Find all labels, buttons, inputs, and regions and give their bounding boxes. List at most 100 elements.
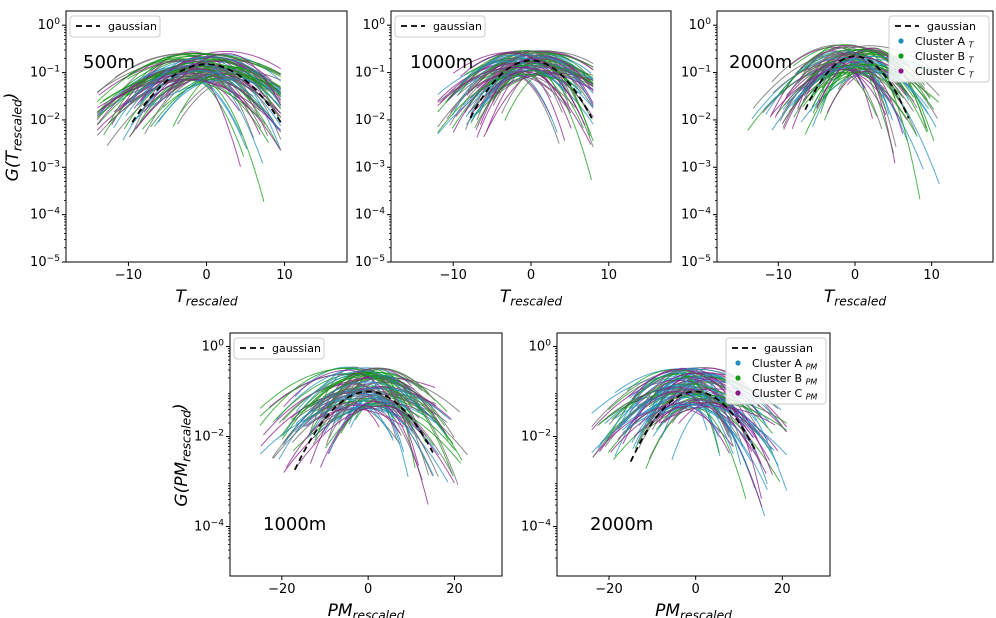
series-line <box>783 67 887 130</box>
series-line <box>453 51 551 74</box>
series-line <box>605 373 720 443</box>
series-line <box>488 63 589 87</box>
series-line <box>312 394 432 445</box>
plot-area-pm2000 <box>591 367 788 517</box>
plot-frame <box>65 10 348 263</box>
x-axis-label: Trescaled <box>175 287 237 309</box>
chart-t2000: −10 0 10 100 10−1 10−2 10−3 10−4 10−5 2000m Tresca… <box>681 10 994 309</box>
series-line <box>504 69 591 137</box>
x-tick-label: 10 <box>923 268 940 283</box>
series-line <box>451 60 567 116</box>
series-line <box>302 381 427 427</box>
legend-label: Cluster B T <box>915 50 975 64</box>
legend-label: Cluster C T <box>915 65 975 79</box>
series-line <box>634 372 742 403</box>
legend: gaussian <box>233 337 325 360</box>
depth-annotation: 1000m <box>410 52 473 73</box>
series-line <box>296 405 427 467</box>
y-tick-label: 100 <box>38 17 61 33</box>
depth-annotation: 500m <box>83 52 135 73</box>
legend-dot <box>898 68 904 74</box>
series-line <box>259 367 414 429</box>
legend: gaussian <box>69 15 161 38</box>
series-line <box>319 400 429 505</box>
series-line <box>314 381 455 438</box>
series-line <box>479 58 553 125</box>
series-line <box>592 406 733 458</box>
series-line <box>307 392 401 438</box>
series-line <box>280 374 413 437</box>
depth-annotation: 1000m <box>263 514 326 535</box>
plot-area-t500 <box>96 51 282 202</box>
series-line <box>323 394 401 434</box>
y-tick-label: 10−5 <box>30 254 60 270</box>
y-axis-label: G(PMrescaled) <box>171 403 194 506</box>
series-line <box>474 70 592 181</box>
legend-box <box>69 15 161 38</box>
y-tick-label: 10−2 <box>194 428 224 444</box>
x-tick-label: −20 <box>268 582 295 597</box>
y-tick-label: 10−2 <box>355 112 385 128</box>
x-tick-label: −10 <box>765 268 792 283</box>
series-line <box>671 398 734 447</box>
y-axis-label: G(Trescaled) <box>2 93 25 182</box>
plot-area-t1000 <box>437 50 594 181</box>
y-tick-label: 100 <box>529 338 552 354</box>
legend-box <box>394 15 486 38</box>
series-line <box>643 369 715 409</box>
series-line <box>283 369 402 416</box>
series-line <box>772 62 903 122</box>
series-line <box>660 405 776 426</box>
legend-dot <box>735 390 741 396</box>
gaussian-curve <box>804 55 910 119</box>
series-line <box>597 384 750 473</box>
chart-t500: −10 0 10 100 10−1 10−2 10−3 10−4 10−5 500m Trescal… <box>2 10 348 309</box>
legend-box <box>888 15 990 83</box>
chart-t1000: −10 0 10 100 10−1 10−2 10−3 10−4 10−5 1000m Tresca… <box>355 10 672 309</box>
series-line <box>630 391 704 424</box>
y-tick-label: 10−5 <box>681 254 711 270</box>
x-axis-label: PMrescaled <box>328 601 405 618</box>
series-line <box>671 378 762 499</box>
legend-label: gaussian <box>927 20 976 33</box>
series-line <box>165 53 282 106</box>
y-tick-label: 10−4 <box>521 518 551 534</box>
chart-pm1000: −20 0 20 100 10−2 10−4 1000m PMrescaled G(PMresc… <box>171 332 503 618</box>
depth-annotation: 2000m <box>590 514 653 535</box>
series-line <box>312 393 453 475</box>
y-tick-label: 10−4 <box>30 207 60 223</box>
legend-dot <box>898 38 904 44</box>
series-line <box>658 398 730 434</box>
legend-label: Cluster A T <box>915 35 975 49</box>
gaussian-curve <box>293 390 434 471</box>
x-tick-label: 0 <box>202 268 210 283</box>
series-line <box>826 70 904 134</box>
series-line <box>335 378 459 486</box>
series-line <box>295 398 394 438</box>
y-tick-label: 10−2 <box>30 112 60 128</box>
legend-box <box>725 337 827 405</box>
y-tick-label: 100 <box>363 17 386 33</box>
x-tick-label: 20 <box>774 582 791 597</box>
legend-dot <box>735 375 741 381</box>
series-line <box>791 62 866 129</box>
series-line <box>143 68 261 136</box>
depth-annotation: 2000m <box>729 52 792 73</box>
legend-label: Cluster B PM <box>752 372 817 386</box>
legend-label: gaussian <box>272 342 321 355</box>
series-line <box>631 368 729 400</box>
y-tick-label: 10−5 <box>355 254 385 270</box>
series-line <box>487 71 572 114</box>
x-tick-label: 0 <box>364 582 372 597</box>
series-line <box>632 391 719 449</box>
y-tick-label: 10−4 <box>355 207 385 223</box>
series-line <box>617 403 730 454</box>
x-tick-label: 0 <box>527 268 535 283</box>
y-tick-label: 10−1 <box>30 65 60 81</box>
y-tick-label: 100 <box>202 338 225 354</box>
series-line <box>137 70 281 132</box>
y-tick-label: 10−4 <box>681 207 711 223</box>
series-line <box>96 59 282 119</box>
